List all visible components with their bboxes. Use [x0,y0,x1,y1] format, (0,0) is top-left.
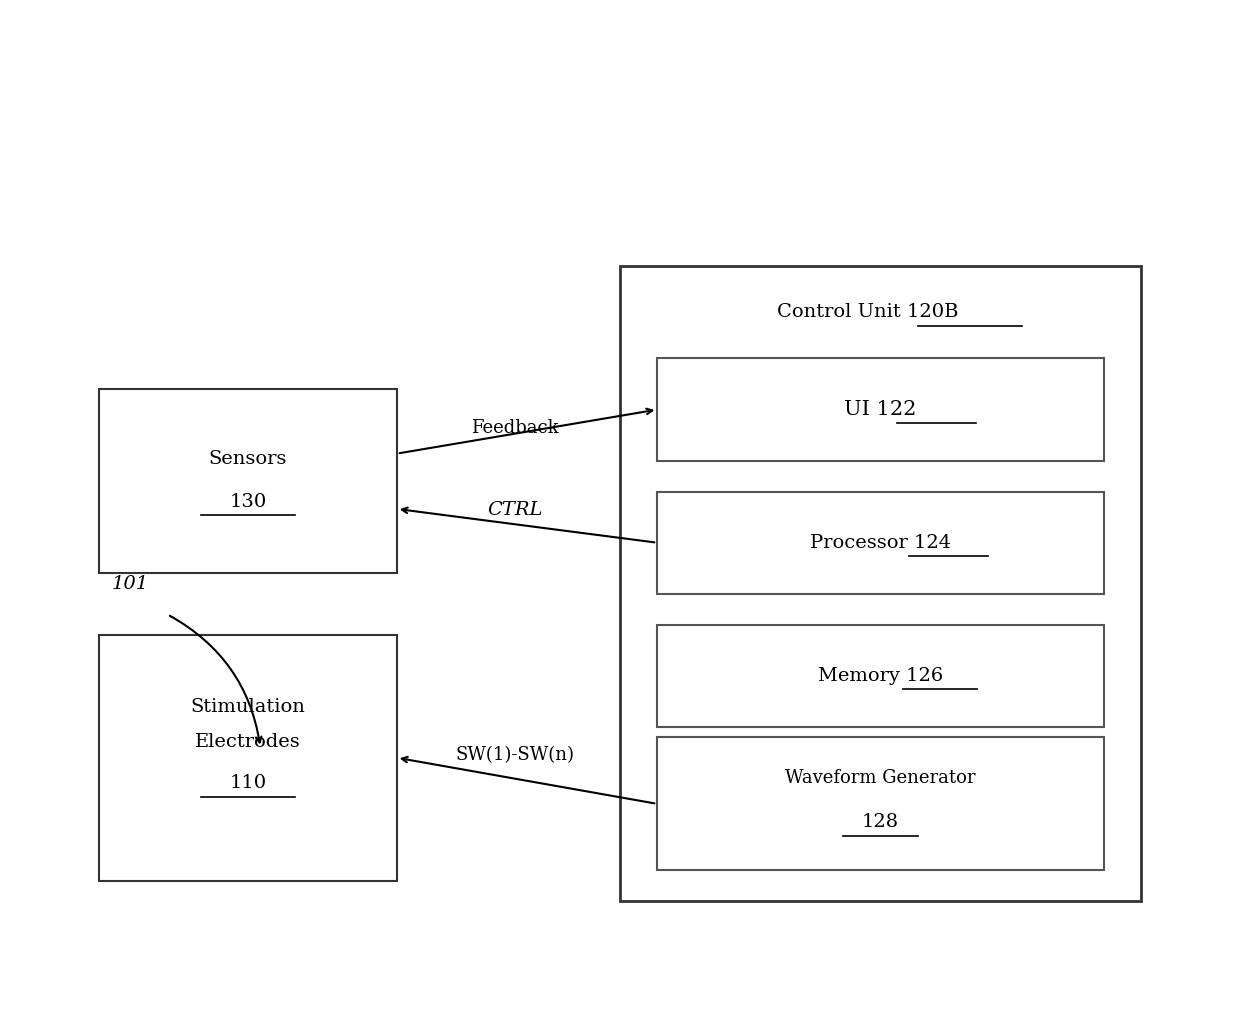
FancyBboxPatch shape [657,492,1104,594]
Text: CTRL: CTRL [487,502,542,519]
FancyBboxPatch shape [620,266,1141,901]
Text: Electrodes: Electrodes [195,733,301,752]
Text: Processor 124: Processor 124 [810,534,951,552]
FancyBboxPatch shape [99,635,397,881]
Text: UI 122: UI 122 [844,400,916,419]
Text: Memory 126: Memory 126 [817,667,944,685]
Text: Control Unit 120B: Control Unit 120B [777,303,959,322]
Text: 110: 110 [229,774,267,793]
Text: 101: 101 [112,574,149,593]
Text: Waveform Generator: Waveform Generator [785,769,976,787]
Text: Stimulation: Stimulation [191,697,305,716]
Text: Feedback: Feedback [471,419,558,437]
FancyBboxPatch shape [657,737,1104,870]
Text: Sensors: Sensors [208,450,288,468]
FancyBboxPatch shape [657,625,1104,727]
FancyBboxPatch shape [99,389,397,573]
Text: 128: 128 [862,813,899,831]
FancyBboxPatch shape [657,358,1104,461]
Text: 130: 130 [229,493,267,511]
Text: SW(1)-SW(n): SW(1)-SW(n) [455,746,574,764]
